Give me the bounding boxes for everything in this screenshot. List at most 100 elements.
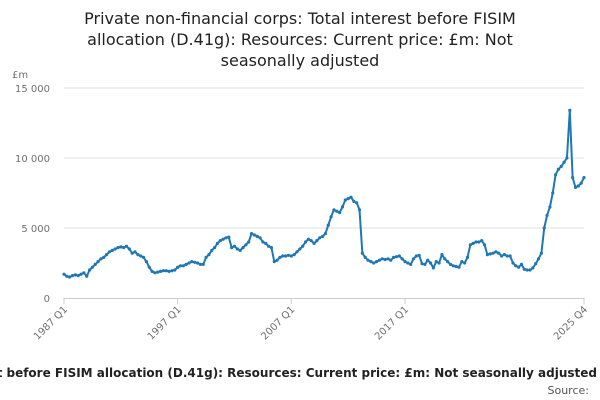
data-point bbox=[315, 239, 319, 243]
data-point bbox=[176, 265, 180, 269]
data-point bbox=[403, 260, 407, 264]
data-point bbox=[252, 233, 256, 237]
data-point bbox=[306, 237, 310, 241]
data-point bbox=[338, 211, 342, 215]
data-point bbox=[187, 261, 191, 265]
data-point bbox=[417, 253, 421, 257]
data-point bbox=[173, 268, 177, 272]
data-point bbox=[508, 254, 512, 258]
y-axis-ticks: 0 5 000 10 000 15 000 bbox=[15, 84, 50, 305]
data-point bbox=[420, 262, 424, 266]
data-point bbox=[139, 254, 143, 258]
data-point bbox=[201, 262, 205, 266]
data-point bbox=[428, 261, 433, 265]
data-point bbox=[275, 258, 279, 262]
data-point bbox=[198, 262, 202, 266]
data-point bbox=[392, 255, 396, 259]
data-point bbox=[494, 250, 498, 254]
data-point bbox=[329, 215, 333, 219]
data-point bbox=[190, 260, 194, 264]
data-point bbox=[93, 262, 97, 266]
data-point bbox=[181, 264, 185, 268]
footer-source: Source: bbox=[548, 384, 590, 397]
chart-title-line-2: allocation (D.41g): Resources: Current p… bbox=[87, 30, 513, 49]
data-point bbox=[99, 257, 103, 261]
series-points bbox=[62, 108, 586, 279]
data-point bbox=[247, 240, 251, 244]
data-point bbox=[536, 257, 541, 261]
data-point bbox=[474, 240, 478, 244]
data-point bbox=[215, 241, 220, 245]
data-point bbox=[562, 160, 566, 164]
data-point bbox=[355, 201, 359, 205]
data-point bbox=[301, 244, 305, 248]
data-point bbox=[377, 258, 382, 262]
data-point bbox=[559, 164, 563, 168]
data-point bbox=[534, 262, 538, 266]
data-point bbox=[244, 243, 248, 247]
data-point bbox=[357, 208, 362, 212]
data-point bbox=[579, 181, 583, 185]
data-point bbox=[65, 274, 69, 278]
data-point bbox=[437, 261, 441, 265]
data-point bbox=[164, 269, 168, 273]
data-point bbox=[340, 205, 345, 209]
data-point bbox=[107, 250, 112, 254]
data-point bbox=[320, 234, 325, 238]
data-point bbox=[525, 268, 529, 272]
data-point bbox=[446, 260, 450, 264]
data-point bbox=[448, 262, 453, 266]
data-point bbox=[161, 269, 166, 273]
data-point bbox=[116, 246, 120, 250]
data-point bbox=[170, 269, 174, 273]
data-point bbox=[133, 250, 137, 254]
data-point bbox=[136, 253, 140, 257]
data-point bbox=[582, 176, 586, 180]
data-point bbox=[289, 254, 293, 258]
data-point bbox=[218, 239, 222, 243]
data-point bbox=[491, 251, 495, 255]
data-point bbox=[295, 250, 299, 254]
data-point bbox=[159, 269, 163, 273]
data-point bbox=[79, 272, 83, 276]
data-point bbox=[443, 257, 447, 261]
data-point bbox=[122, 246, 126, 250]
data-point bbox=[454, 264, 458, 269]
data-point bbox=[482, 243, 487, 247]
data-point bbox=[150, 269, 154, 273]
data-point bbox=[127, 247, 131, 251]
data-point bbox=[460, 260, 464, 264]
data-point bbox=[517, 265, 521, 269]
data-point bbox=[266, 244, 271, 248]
data-point bbox=[281, 254, 285, 258]
data-point bbox=[380, 257, 384, 261]
data-point bbox=[497, 251, 501, 255]
data-point bbox=[332, 208, 336, 212]
data-point bbox=[539, 251, 543, 255]
data-point bbox=[522, 267, 526, 271]
data-point bbox=[374, 260, 379, 264]
data-point bbox=[235, 247, 239, 251]
data-point bbox=[278, 255, 282, 259]
data-point bbox=[514, 264, 518, 268]
data-point bbox=[426, 258, 430, 262]
chart-title-line-3: seasonally adjusted bbox=[221, 51, 380, 70]
data-point bbox=[113, 247, 117, 251]
y-axis-unit: £m bbox=[12, 70, 28, 81]
data-point bbox=[400, 257, 404, 261]
data-point bbox=[349, 195, 353, 199]
data-point bbox=[261, 240, 265, 244]
data-point bbox=[90, 265, 95, 269]
data-point bbox=[545, 213, 549, 217]
data-point bbox=[156, 270, 160, 274]
series-line bbox=[63, 109, 585, 278]
data-point bbox=[195, 261, 200, 265]
data-point bbox=[335, 209, 339, 213]
data-point bbox=[571, 176, 575, 180]
data-point bbox=[227, 235, 231, 239]
data-point bbox=[272, 260, 276, 264]
data-point bbox=[423, 262, 427, 266]
data-point bbox=[511, 261, 515, 265]
data-point bbox=[440, 253, 444, 257]
data-point bbox=[406, 261, 410, 265]
